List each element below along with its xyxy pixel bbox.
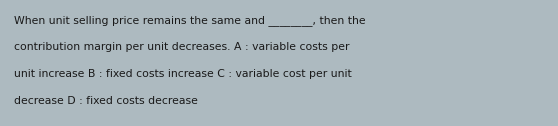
Text: contribution margin per unit decreases. A : variable costs per: contribution margin per unit decreases. … (14, 42, 349, 52)
Text: unit increase B : fixed costs increase C : variable cost per unit: unit increase B : fixed costs increase C… (14, 69, 352, 79)
Text: decrease D : fixed costs decrease: decrease D : fixed costs decrease (14, 96, 198, 106)
Text: When unit selling price remains the same and ________, then the: When unit selling price remains the same… (14, 15, 365, 26)
